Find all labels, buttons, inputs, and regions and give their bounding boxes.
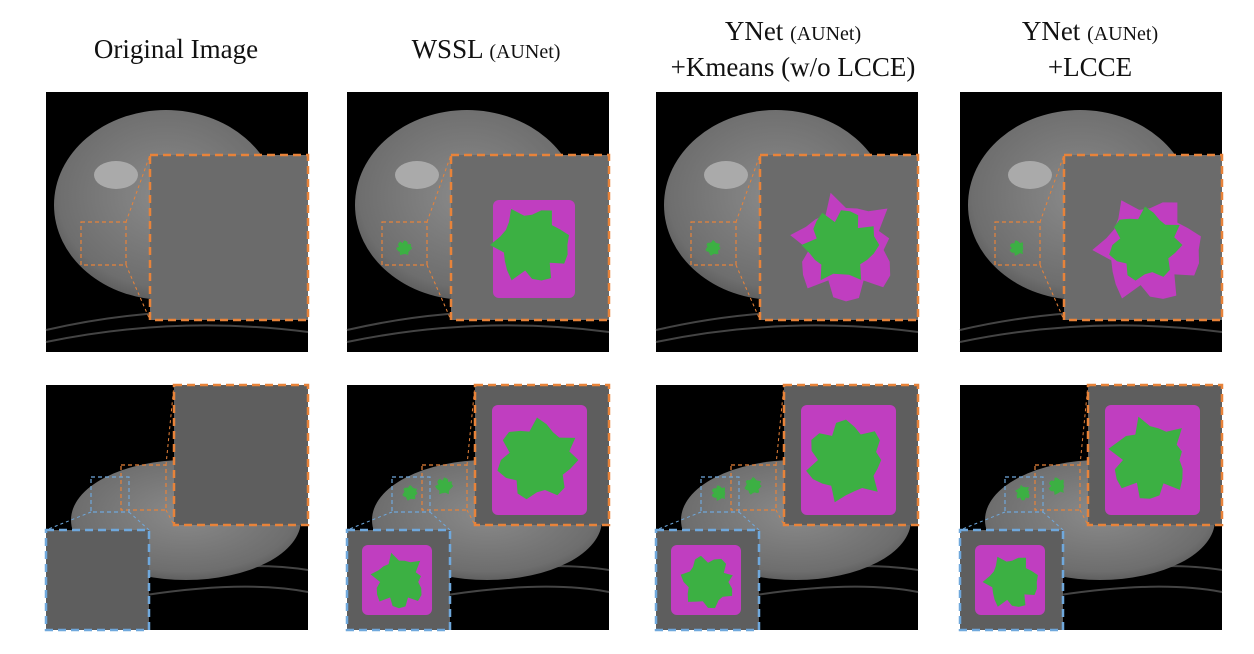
- segmentation: [435, 477, 454, 495]
- zoom-lines: [125, 154, 151, 321]
- column: WSSL (AUNet): [345, 34, 611, 632]
- zoom-box: [1034, 464, 1081, 511]
- segmentation: [370, 552, 422, 609]
- zoom-inset: [172, 383, 310, 527]
- segmentation: [490, 208, 569, 281]
- zoom-lines: [165, 384, 175, 526]
- segmentation: [1009, 240, 1024, 256]
- backbone: (AUNet): [1087, 23, 1158, 45]
- zoom-lines: [1079, 384, 1089, 526]
- zoom-lines: [959, 511, 1064, 531]
- segmentation: [711, 485, 726, 501]
- segmentation: [1048, 477, 1065, 495]
- zoom-lines: [775, 384, 785, 526]
- segmentation: [1108, 416, 1183, 499]
- zoom-lines: [655, 511, 760, 531]
- method-name: WSSL: [412, 34, 483, 64]
- zoom-box: [90, 476, 130, 513]
- zoom-box: [730, 464, 777, 511]
- zoom-box: [80, 221, 127, 266]
- segmentation: [402, 484, 418, 501]
- column: Original Image: [44, 34, 310, 632]
- column-title: WSSL (AUNet): [412, 34, 561, 64]
- zoom-box: [381, 221, 428, 266]
- zoom-lines: [735, 154, 761, 321]
- zoom-inset: [148, 153, 310, 322]
- column-title: YNet (AUNet): [1022, 16, 1158, 46]
- zoom-box: [120, 464, 167, 511]
- segmentation: [1014, 484, 1030, 501]
- backbone: (AUNet): [790, 23, 861, 45]
- zoom-lines: [1039, 154, 1065, 321]
- zoom-box: [994, 221, 1041, 266]
- segmentation: [806, 419, 882, 503]
- segmentation: [497, 417, 579, 500]
- zoom-inset: [44, 528, 151, 632]
- segmentation: [801, 210, 880, 281]
- column: YNet (AUNet) +Kmeans (w/o LCCE): [654, 16, 920, 632]
- ct-organ: [1008, 161, 1052, 189]
- zoom-lines: [45, 511, 150, 531]
- method-name: Original Image: [94, 34, 258, 64]
- segmentation: [1109, 206, 1183, 281]
- column: YNet (AUNet) +LCCE: [958, 16, 1224, 632]
- ct-organ: [704, 161, 748, 189]
- ct-organ: [94, 161, 138, 189]
- zoom-box: [1004, 476, 1044, 513]
- segmentation: [982, 556, 1038, 607]
- zoom-lines: [346, 511, 451, 531]
- segmentation: [744, 476, 762, 495]
- zoom-lines: [466, 384, 476, 526]
- column-subtitle: +Kmeans (w/o LCCE): [671, 52, 916, 82]
- ct-organ: [395, 161, 439, 189]
- zoom-box: [421, 464, 468, 511]
- backbone: (AUNet): [489, 41, 560, 63]
- zoom-lines: [426, 154, 452, 321]
- column-subtitle: +LCCE: [1048, 52, 1132, 82]
- zoom-box: [391, 476, 431, 513]
- zoom-box: [700, 476, 740, 513]
- method-name: YNet: [1022, 16, 1081, 46]
- segmentation: [705, 239, 721, 256]
- zoom-box: [690, 221, 737, 266]
- segmentation: [396, 240, 413, 256]
- method-name: YNet: [725, 16, 784, 46]
- segmentation: [680, 555, 733, 609]
- column-title: Original Image: [94, 34, 258, 64]
- column-title: YNet (AUNet): [725, 16, 861, 46]
